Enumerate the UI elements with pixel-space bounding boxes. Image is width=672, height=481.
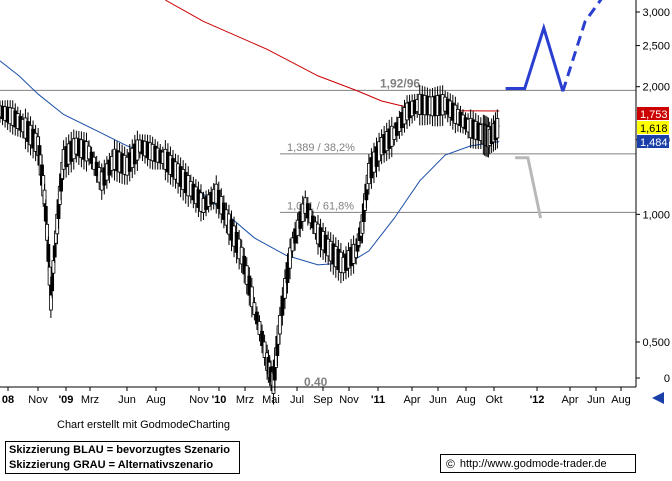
- scenario-gray: [515, 156, 543, 219]
- website-link[interactable]: © http://www.godmode-trader.de: [440, 454, 636, 473]
- low-annotation: 0.40: [304, 375, 328, 389]
- price-candle: [249, 286, 254, 308]
- x-tick-label: Nov: [339, 394, 359, 406]
- price-candle: [45, 223, 49, 241]
- x-tick-label: 08: [2, 394, 14, 406]
- chart-series: [0, 0, 500, 405]
- price-marker-label: 1,484: [640, 137, 668, 149]
- x-tick-label: Okt: [485, 394, 502, 406]
- price-candle: [285, 262, 290, 284]
- x-tick-label: Jun: [118, 394, 136, 406]
- x-tick-label: Sep: [313, 394, 333, 406]
- y-tick-label: 0,500: [642, 337, 670, 349]
- price-marker-label: 1,618: [640, 123, 668, 135]
- legend-gray-line: Skizzierung GRAU = Alternativszenario: [9, 459, 214, 471]
- legend-blue-line: Skizzierung BLAU = bevorzugtes Szenario: [9, 444, 230, 456]
- y-tick-label: 3,000: [642, 7, 670, 19]
- price-candle: [48, 294, 53, 311]
- x-tick-label: Jul: [290, 394, 304, 406]
- x-tick-label: Mrz: [236, 394, 254, 406]
- x-tick-label: Mrz: [81, 394, 99, 406]
- price-candle: [255, 311, 259, 325]
- price-candle: [46, 243, 51, 262]
- price-candle: [495, 118, 500, 139]
- price-candle: [242, 255, 247, 275]
- price-candle: [277, 315, 282, 335]
- y-tick-label: 0: [664, 373, 670, 385]
- price-marker-ma200: [637, 107, 669, 120]
- y-tick-label: 2,500: [642, 41, 670, 53]
- price-candle: [239, 246, 244, 265]
- price-marker-last-price: [637, 121, 669, 134]
- x-tick-label: '09: [59, 394, 74, 406]
- x-tick-label: Apr: [561, 394, 578, 406]
- x-tick-label: Jun: [429, 394, 447, 406]
- price-markers: 1,753 1,618 1,484: [637, 107, 669, 149]
- x-tick-label: Mai: [262, 394, 280, 406]
- price-candle: [50, 276, 55, 292]
- level-label: 1,011 / 61,8%: [287, 200, 354, 212]
- x-tick-label: '12: [530, 394, 545, 406]
- price-marker-ma50: [637, 135, 669, 148]
- price-candle: [247, 275, 252, 296]
- price-candle: [252, 302, 257, 315]
- support-resistance-levels: 1,92/96 1,389 / 38,2% 1,011 / 61,8% 0.40: [0, 76, 636, 389]
- y-tick-label: 2,000: [642, 82, 670, 94]
- scroll-left-icon: [652, 392, 664, 404]
- price-candle: [42, 189, 47, 205]
- x-tick-label: '11: [371, 394, 385, 406]
- price-candle: [51, 260, 56, 274]
- series-ma200: [165, 0, 500, 112]
- x-tick-label: Aug: [456, 394, 476, 406]
- price-candle: [280, 295, 285, 316]
- x-tick-label: Apr: [403, 394, 420, 406]
- price-candle: [290, 237, 295, 252]
- level-label: 1,389 / 38,2%: [287, 142, 355, 154]
- price-candle: [52, 245, 57, 258]
- scenario-blue-solid: [505, 22, 565, 92]
- price-candle: [260, 330, 264, 347]
- series-ma50: [0, 60, 500, 266]
- price-candle: [244, 265, 249, 285]
- price-candle: [262, 341, 267, 358]
- scenario-blue-dashed: [561, 0, 603, 92]
- price-candle: [257, 321, 262, 335]
- y-tick-label: 1,000: [642, 209, 670, 221]
- scenario-sketches: [505, 0, 603, 219]
- x-tick-label: Jun: [587, 394, 605, 406]
- x-tick-label: Aug: [146, 394, 166, 406]
- price-candle: [283, 278, 287, 299]
- price-candle: [43, 205, 48, 222]
- website-url[interactable]: http://www.godmode-trader.de: [459, 457, 607, 470]
- x-tick-label: Nov: [189, 394, 209, 406]
- price-candle: [288, 247, 292, 269]
- copyright-icon: ©: [446, 456, 455, 471]
- price-marker-label: 1,753: [640, 109, 668, 121]
- chart-credit: Chart erstellt mit GodmodeCharting: [57, 419, 231, 431]
- level-label: 1,92/96: [380, 76, 420, 90]
- x-tick-label: Nov: [28, 394, 48, 406]
- scenario-legend: Skizzierung BLAU = bevorzugtes Szenario …: [5, 441, 240, 474]
- x-tick-label: '10: [212, 394, 227, 406]
- x-tick-label: Aug: [611, 394, 631, 406]
- price-candle: [47, 266, 52, 286]
